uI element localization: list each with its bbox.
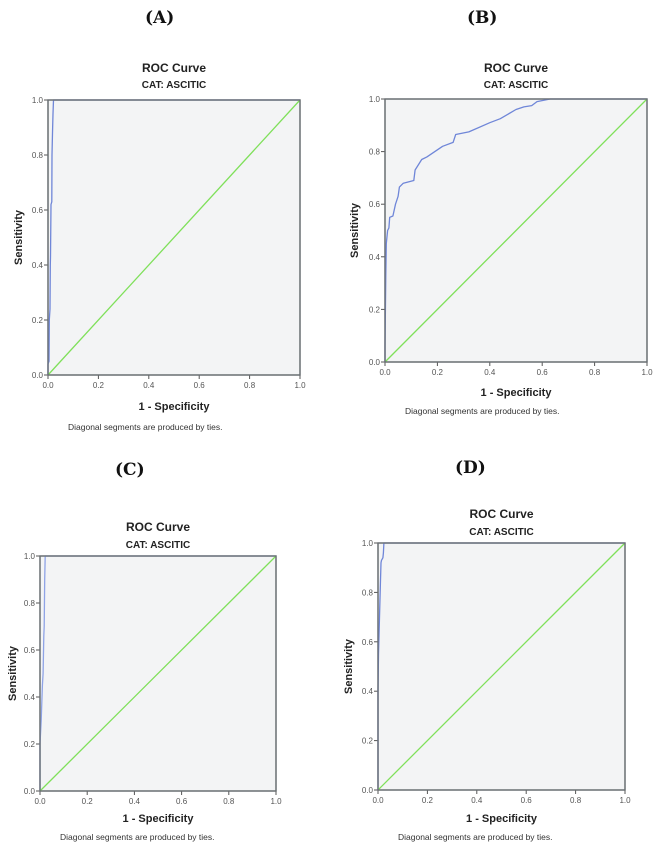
plot-frame [384,98,648,363]
x-axis-label: 1 - Specificity [139,401,211,413]
roc-panel-d: ROC Curve CAT: ASCITIC 0.0 0.2 0.4 0.6 0.8 1.0 0… [343,507,631,842]
y-tick-label: 1.0 [24,552,36,561]
y-axis-label: Sensitivity [7,645,19,701]
plot-frame [47,99,301,376]
x-tick-label: 0.4 [143,381,155,390]
x-tick-label: 0.6 [537,368,549,377]
x-tick-label: 1.0 [294,381,306,390]
y-tick-label: 0.4 [362,687,374,696]
y-tick-label: 0.8 [362,588,374,597]
x-tick-label: 0.0 [379,368,391,377]
y-tick-label: 0.8 [24,599,36,608]
x-axis-label: 1 - Specificity [466,813,538,825]
y-tick-label: 0.0 [369,358,381,367]
x-tick-label: 0.2 [422,796,434,805]
y-tick-label: 0.4 [369,253,381,262]
chart-title: ROC Curve [126,520,190,534]
reference-diagonal-line [384,98,648,363]
roc-curve-line [47,99,300,375]
chart-title: ROC Curve [142,61,206,75]
panel-label-c: (C) [115,460,145,480]
x-tick-label: 0.0 [34,797,46,806]
x-axis-label: 1 - Specificity [481,387,553,399]
y-tick-label: 0.6 [369,200,381,209]
reference-diagonal-line [47,99,301,376]
y-tick-label: 1.0 [32,96,44,105]
y-tick-label: 1.0 [369,95,381,104]
x-tick-label: 0.8 [223,797,235,806]
x-tick-label: 0.0 [372,796,384,805]
y-tick-label: 0.2 [32,316,44,325]
chart-subtitle: CAT: ASCITIC [126,540,190,551]
roc-panel-a: ROC Curve CAT: ASCITIC 0.0 0.2 0.4 0.6 0.8 1.0 0… [13,61,306,432]
panel-label-a: (A) [145,8,175,28]
x-tick-label: 0.4 [484,368,496,377]
footnote: Diagonal segments are produced by ties. [60,832,215,842]
footnote: Diagonal segments are produced by ties. [405,406,560,416]
y-tick-label: 1.0 [362,539,374,548]
x-tick-label: 0.2 [82,797,94,806]
y-tick-label: 0.4 [24,693,36,702]
y-axis-label: Sensitivity [343,638,355,694]
x-tick-label: 0.6 [194,381,206,390]
x-tick-label: 1.0 [619,796,631,805]
y-tick-label: 0.0 [32,371,44,380]
x-tick-label: 0.2 [93,381,105,390]
x-tick-label: 1.0 [270,797,282,806]
chart-subtitle: CAT: ASCITIC [484,80,548,91]
x-tick-label: 0.2 [432,368,444,377]
reference-diagonal-line [39,555,277,792]
y-tick-label: 0.0 [362,786,374,795]
x-tick-label: 0.6 [176,797,188,806]
y-tick-label: 0.8 [32,151,44,160]
roc-panel-b: ROC Curve CAT: ASCITIC 0.0 0.2 0.4 0.6 0.8 1.0 0… [349,61,653,416]
y-tick-label: 0.2 [362,737,374,746]
x-tick-label: 0.4 [471,796,483,805]
reference-diagonal-line [377,542,626,791]
y-tick-label: 0.4 [32,261,44,270]
x-tick-label: 0.8 [570,796,582,805]
x-tick-label: 0.8 [589,368,601,377]
panel-label-d: (D) [455,458,486,478]
y-axis-label: Sensitivity [13,209,25,265]
footnote: Diagonal segments are produced by ties. [398,832,553,842]
x-tick-label: 1.0 [641,368,653,377]
x-axis-label: 1 - Specificity [123,813,195,825]
x-tick-label: 0.4 [129,797,141,806]
y-tick-label: 0.6 [32,206,44,215]
x-tick-label: 0.6 [521,796,533,805]
chart-title: ROC Curve [484,61,548,75]
x-tick-label: 0.8 [244,381,256,390]
y-tick-label: 0.0 [24,787,36,796]
y-tick-label: 0.8 [369,148,381,157]
y-tick-label: 0.2 [24,740,36,749]
footnote: Diagonal segments are produced by ties. [68,422,223,432]
roc-panel-c: ROC Curve CAT: ASCITIC 0.0 0.2 0.4 0.6 0.8 1.0 0… [7,520,282,842]
x-tick-label: 0.0 [42,381,54,390]
plot-frame [39,555,277,792]
y-tick-label: 0.2 [369,305,381,314]
y-tick-label: 0.6 [24,646,36,655]
chart-title: ROC Curve [469,507,533,521]
y-tick-label: 0.6 [362,638,374,647]
chart-subtitle: CAT: ASCITIC [142,80,206,91]
plot-frame [377,542,626,791]
chart-subtitle: CAT: ASCITIC [469,527,533,538]
roc-curve-line [384,98,647,362]
y-axis-label: Sensitivity [349,202,361,258]
panel-label-b: (B) [467,8,498,28]
